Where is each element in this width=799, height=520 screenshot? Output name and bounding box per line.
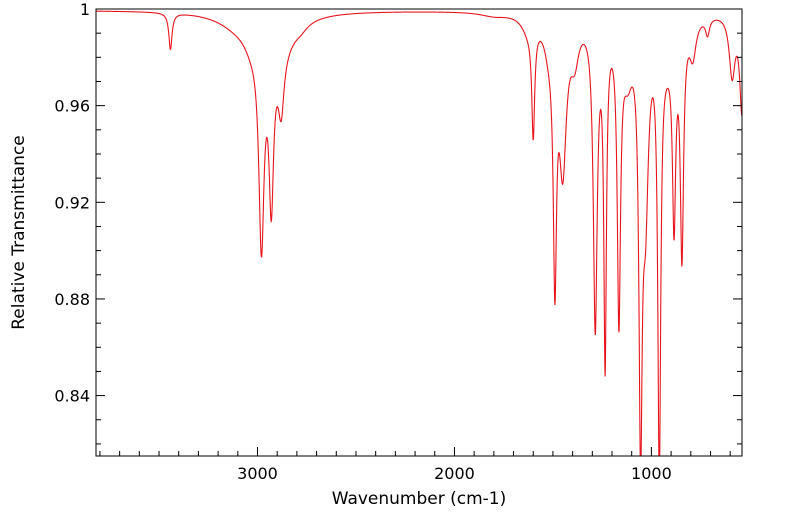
y-tick-label: 0.88: [54, 290, 90, 309]
x-axis-title: Wavenumber (cm-1): [332, 489, 507, 509]
y-tick-label: 0.84: [54, 387, 90, 406]
x-tick-label: 3000: [237, 464, 278, 483]
x-tick-label: 1000: [631, 464, 672, 483]
y-axis-title: Relative Transmittance: [9, 135, 29, 330]
plot-area: [96, 10, 742, 456]
axes: 3000 2000 1000 0.84 0.88 0.92 0.96 1: [54, 0, 743, 483]
y-tick-label: 0.92: [54, 193, 90, 212]
spectrum-line-0: [96, 10, 742, 456]
y-tick-label: 1: [80, 0, 90, 19]
x-tick-label: 2000: [434, 464, 475, 483]
plot-frame: [95, 8, 743, 457]
y-tick-label: 0.96: [54, 97, 90, 116]
